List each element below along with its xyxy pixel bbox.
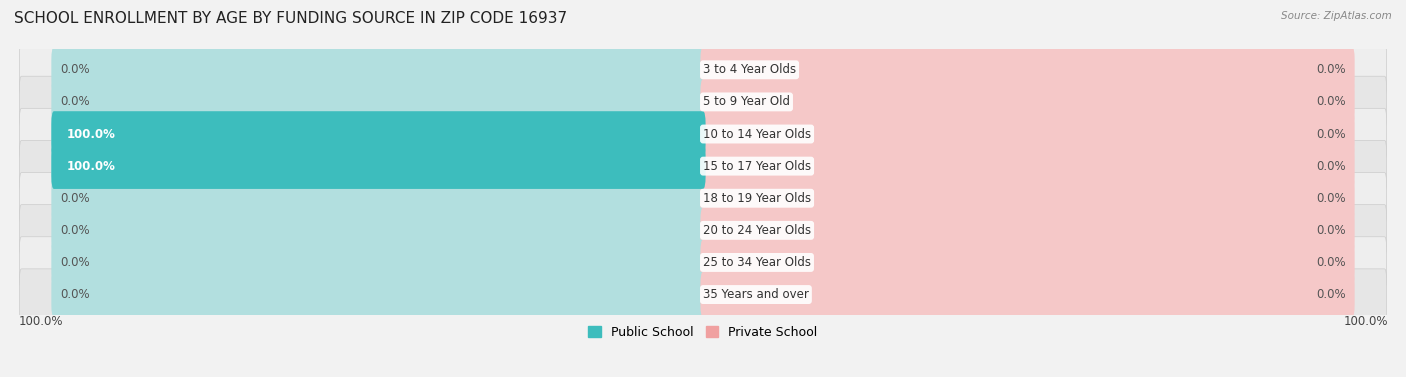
Text: 0.0%: 0.0% (1316, 288, 1346, 301)
Text: 100.0%: 100.0% (67, 127, 115, 141)
Text: 100.0%: 100.0% (18, 315, 63, 328)
Text: 0.0%: 0.0% (1316, 224, 1346, 237)
FancyBboxPatch shape (700, 175, 1354, 221)
Text: 35 Years and over: 35 Years and over (703, 288, 808, 301)
FancyBboxPatch shape (20, 173, 1386, 224)
Text: 3 to 4 Year Olds: 3 to 4 Year Olds (703, 63, 796, 76)
FancyBboxPatch shape (20, 141, 1386, 192)
FancyBboxPatch shape (52, 111, 706, 157)
FancyBboxPatch shape (20, 76, 1386, 127)
Text: 25 to 34 Year Olds: 25 to 34 Year Olds (703, 256, 811, 269)
Legend: Public School, Private School: Public School, Private School (583, 321, 823, 344)
Text: 0.0%: 0.0% (1316, 159, 1346, 173)
FancyBboxPatch shape (700, 240, 1354, 285)
Text: 10 to 14 Year Olds: 10 to 14 Year Olds (703, 127, 811, 141)
FancyBboxPatch shape (700, 47, 1354, 93)
Text: SCHOOL ENROLLMENT BY AGE BY FUNDING SOURCE IN ZIP CODE 16937: SCHOOL ENROLLMENT BY AGE BY FUNDING SOUR… (14, 11, 567, 26)
Text: 0.0%: 0.0% (1316, 95, 1346, 109)
Text: 0.0%: 0.0% (60, 224, 90, 237)
FancyBboxPatch shape (20, 269, 1386, 320)
FancyBboxPatch shape (700, 79, 1354, 125)
Text: 15 to 17 Year Olds: 15 to 17 Year Olds (703, 159, 811, 173)
FancyBboxPatch shape (20, 205, 1386, 256)
Text: 0.0%: 0.0% (1316, 63, 1346, 76)
FancyBboxPatch shape (20, 108, 1386, 160)
Text: 0.0%: 0.0% (60, 192, 90, 205)
Text: 0.0%: 0.0% (1316, 256, 1346, 269)
FancyBboxPatch shape (700, 272, 1354, 317)
Text: 0.0%: 0.0% (60, 63, 90, 76)
Text: 20 to 24 Year Olds: 20 to 24 Year Olds (703, 224, 811, 237)
Text: 0.0%: 0.0% (60, 95, 90, 109)
Text: 0.0%: 0.0% (1316, 192, 1346, 205)
Text: 0.0%: 0.0% (60, 288, 90, 301)
Text: 18 to 19 Year Olds: 18 to 19 Year Olds (703, 192, 811, 205)
FancyBboxPatch shape (52, 208, 706, 253)
Text: 100.0%: 100.0% (67, 159, 115, 173)
FancyBboxPatch shape (52, 143, 706, 189)
FancyBboxPatch shape (20, 237, 1386, 288)
FancyBboxPatch shape (52, 47, 706, 93)
FancyBboxPatch shape (20, 44, 1386, 95)
FancyBboxPatch shape (700, 208, 1354, 253)
Text: 5 to 9 Year Old: 5 to 9 Year Old (703, 95, 790, 109)
FancyBboxPatch shape (52, 111, 706, 157)
FancyBboxPatch shape (52, 175, 706, 221)
FancyBboxPatch shape (700, 143, 1354, 189)
Text: 100.0%: 100.0% (1343, 315, 1388, 328)
Text: Source: ZipAtlas.com: Source: ZipAtlas.com (1281, 11, 1392, 21)
Text: 0.0%: 0.0% (60, 256, 90, 269)
Text: 0.0%: 0.0% (1316, 127, 1346, 141)
FancyBboxPatch shape (52, 143, 706, 189)
FancyBboxPatch shape (700, 111, 1354, 157)
FancyBboxPatch shape (52, 240, 706, 285)
FancyBboxPatch shape (52, 272, 706, 317)
FancyBboxPatch shape (52, 79, 706, 125)
